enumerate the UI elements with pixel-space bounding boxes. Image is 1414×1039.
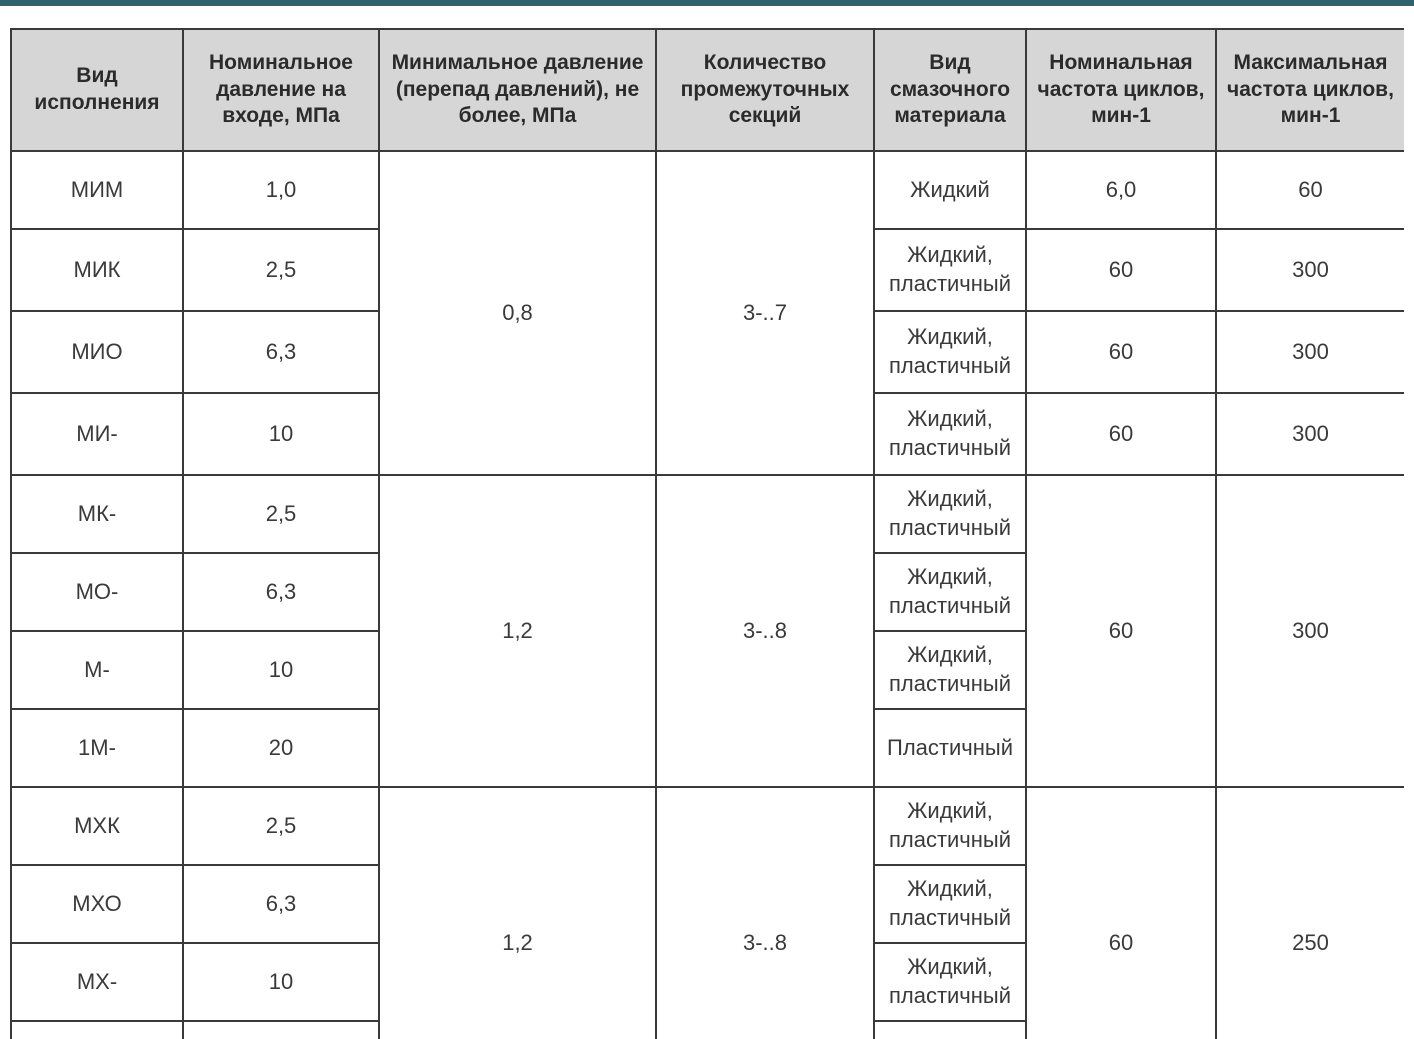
cell-inlet: 6,3	[182, 310, 380, 394]
cell-type: МИК	[10, 228, 184, 312]
cell-type: М-	[10, 630, 184, 710]
cell-lubricant: Жидкий, пластичный	[873, 552, 1027, 632]
cell-maximum: 300	[1215, 474, 1404, 788]
top-accent-bar	[0, 0, 1414, 6]
table-body: МИМ 1,0 0,8 3-..7 Жидкий 6,0 60 МИК 2,5 …	[10, 150, 1404, 1039]
cell-type: МХО	[10, 864, 184, 944]
table-row: МО- 6,3 Жидкий, пластичный	[10, 552, 1404, 632]
cell-lubricant: Жидкий, пластичный	[873, 786, 1027, 866]
cell-nominal: 60	[1025, 228, 1217, 312]
table-header-row: Вид исполнения Номинальное давление на в…	[10, 28, 1404, 152]
cell-nominal: 60	[1025, 786, 1217, 1039]
table-row: 1М- 20 Пластичный	[10, 708, 1404, 788]
table-row: МИО 6,3 Жидкий, пластичный 60 300	[10, 310, 1404, 394]
cell-inlet: 2,5	[182, 228, 380, 312]
specification-table: Вид исполнения Номинальное давление на в…	[10, 28, 1404, 1039]
specification-table-container: Вид исполнения Номинальное давление на в…	[10, 28, 1404, 1039]
cell-sections: 3-..8	[655, 786, 875, 1039]
cell-lubricant: Жидкий, пластичный	[873, 864, 1027, 944]
cell-inlet: 6,3	[182, 864, 380, 944]
cell-min-pressure: 1,2	[378, 786, 657, 1039]
column-header-type: Вид исполнения	[10, 28, 184, 152]
cell-inlet: 2,5	[182, 786, 380, 866]
cell-lubricant: Жидкий, пластичный	[873, 392, 1027, 476]
cell-lubricant: Пластичный	[873, 708, 1027, 788]
column-header-min-pressure: Минимальное давление (перепад давлений),…	[378, 28, 657, 152]
cell-type: МХК	[10, 786, 184, 866]
cell-lubricant: Жидкий, пластичный	[873, 228, 1027, 312]
cell-type: МИ-	[10, 392, 184, 476]
column-header-inlet-pressure: Номинальное давление на входе, МПа	[182, 28, 380, 152]
cell-min-pressure: 0,8	[378, 150, 657, 476]
table-row: МИМ 1,0 0,8 3-..7 Жидкий 6,0 60	[10, 150, 1404, 476]
cell-lubricant: Жидкий, пластичный	[873, 474, 1027, 554]
cell-type: МК-	[10, 474, 184, 554]
table-row: МХО 6,3 Жидкий, пластичный	[10, 864, 1404, 944]
cell-nominal: 60	[1025, 310, 1217, 394]
cell-type: 1МХ-	[10, 1020, 184, 1039]
cell-maximum: 300	[1215, 310, 1404, 394]
cell-maximum: 300	[1215, 392, 1404, 476]
cell-type: МХ-	[10, 942, 184, 1022]
cell-inlet: 20	[182, 708, 380, 788]
column-header-maximum-freq: Максимальная частота циклов, мин-1	[1215, 28, 1404, 152]
table-row: МИ- 10 Жидкий, пластичный 60 300	[10, 392, 1404, 476]
cell-lubricant: Жидкий, пластичный	[873, 310, 1027, 394]
cell-min-pressure: 1,2	[378, 474, 657, 788]
cell-type: 1М-	[10, 708, 184, 788]
cell-sections: 3-..8	[655, 474, 875, 788]
cell-inlet: 10	[182, 392, 380, 476]
cell-nominal: 60	[1025, 392, 1217, 476]
cell-type: МИМ	[10, 150, 184, 230]
table-row: МК- 2,5 1,2 3-..8 Жидкий, пластичный 60 …	[10, 474, 1404, 788]
cell-inlet: 10	[182, 630, 380, 710]
cell-lubricant: Жидкий, пластичный	[873, 942, 1027, 1022]
cell-lubricant: Жидкий, пластичный	[873, 630, 1027, 710]
table-header: Вид исполнения Номинальное давление на в…	[10, 28, 1404, 152]
cell-inlet: 6,3	[182, 552, 380, 632]
cell-nominal: 60	[1025, 474, 1217, 788]
table-row: МИК 2,5 Жидкий, пластичный 60 300	[10, 228, 1404, 312]
cell-type: МИО	[10, 310, 184, 394]
table-row: МХК 2,5 1,2 3-..8 Жидкий, пластичный 60 …	[10, 786, 1404, 1039]
cell-maximum: 300	[1215, 228, 1404, 312]
cell-maximum: 60	[1215, 150, 1404, 230]
cell-inlet: 1,0	[182, 150, 380, 230]
cell-sections: 3-..7	[655, 150, 875, 476]
cell-lubricant: Пластичный	[873, 1020, 1027, 1039]
cell-maximum: 250	[1215, 786, 1404, 1039]
cell-inlet: 20	[182, 1020, 380, 1039]
column-header-nominal-freq: Номинальная частота циклов, мин-1	[1025, 28, 1217, 152]
cell-type: МО-	[10, 552, 184, 632]
table-row: МХ- 10 Жидкий, пластичный	[10, 942, 1404, 1022]
cell-nominal: 6,0	[1025, 150, 1217, 230]
column-header-lubricant: Вид смазочного материала	[873, 28, 1027, 152]
table-row: 1МХ- 20 Пластичный	[10, 1020, 1404, 1039]
table-row: М- 10 Жидкий, пластичный	[10, 630, 1404, 710]
cell-inlet: 2,5	[182, 474, 380, 554]
column-header-sections: Количество промежуточных секций	[655, 28, 875, 152]
cell-lubricant: Жидкий	[873, 150, 1027, 230]
cell-inlet: 10	[182, 942, 380, 1022]
